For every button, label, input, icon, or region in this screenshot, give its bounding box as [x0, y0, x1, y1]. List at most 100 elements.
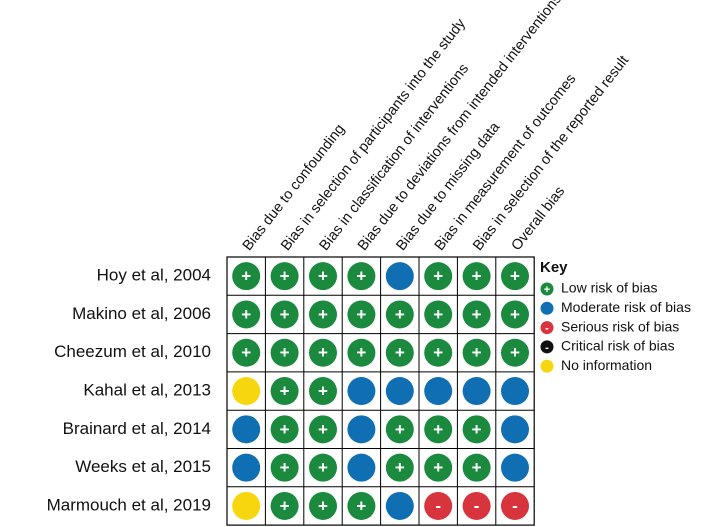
judgment	[232, 300, 261, 329]
judgment-symbol: -	[512, 496, 518, 515]
judgment	[232, 415, 261, 444]
judgment-symbol: +	[318, 382, 328, 401]
key-label: No information	[561, 357, 652, 373]
key-swatch	[540, 321, 554, 335]
judgment	[501, 491, 529, 520]
judgment-symbol: +	[356, 496, 366, 515]
judgment	[347, 415, 376, 444]
judgment	[347, 491, 376, 520]
judgment-symbol: +	[241, 267, 251, 286]
judgment-symbol: +	[241, 343, 251, 362]
key-swatch	[540, 301, 554, 315]
judgment-symbol: +	[395, 420, 405, 439]
judgment	[501, 377, 529, 406]
judgment-symbol: +	[472, 343, 482, 362]
study-label: Brainard et al, 2014	[63, 419, 211, 438]
judgment-symbol: +	[241, 305, 251, 324]
judgment	[385, 300, 414, 329]
key-swatch-symbol: -	[545, 342, 549, 354]
judgment-symbol: +	[472, 420, 482, 439]
judgment	[501, 262, 529, 291]
judgment-symbol: +	[280, 382, 290, 401]
judgment-symbol: +	[433, 343, 443, 362]
study-label: Makino et al, 2006	[72, 304, 211, 323]
judgment	[424, 415, 453, 444]
judgment	[232, 453, 261, 482]
judgment	[462, 415, 491, 444]
judgment	[232, 338, 261, 367]
judgment-symbol: +	[472, 458, 482, 477]
judgment-symbol: +	[318, 343, 328, 362]
judgment	[270, 300, 299, 329]
judgment-symbol: +	[318, 420, 328, 439]
judgment-symbol: +	[280, 343, 290, 362]
judgment	[385, 262, 414, 291]
judgment	[462, 491, 491, 520]
key-title: Key	[540, 259, 568, 276]
judgment-symbol: +	[433, 420, 443, 439]
column-header: Bias in measurement of outcomes	[432, 71, 580, 254]
judgment-symbol: +	[395, 343, 405, 362]
judgment	[385, 491, 414, 520]
judgment	[462, 300, 491, 329]
judgment-symbol: +	[356, 343, 366, 362]
study-label: Marmouch et al, 2019	[47, 495, 211, 514]
key-label: Moderate risk of bias	[561, 299, 691, 315]
judgment	[462, 262, 491, 291]
judgment	[270, 377, 299, 406]
judgment-symbol: +	[280, 267, 290, 286]
judgment	[309, 300, 337, 329]
study-label: Weeks et al, 2015	[75, 457, 211, 476]
judgment	[309, 491, 337, 520]
judgment-symbol: +	[318, 305, 328, 324]
judgment	[424, 262, 453, 291]
judgment	[309, 262, 337, 291]
judgment	[347, 262, 376, 291]
judgment	[309, 377, 337, 406]
judgment-symbol: +	[318, 267, 328, 286]
judgment-symbol: +	[356, 267, 366, 286]
judgment	[270, 415, 299, 444]
judgment-symbol: +	[472, 267, 482, 286]
key-swatch-symbol: -	[545, 323, 549, 335]
judgment	[232, 262, 261, 291]
judgment	[347, 300, 376, 329]
judgment	[462, 377, 491, 406]
key-swatch-symbol: +	[544, 284, 550, 296]
judgment	[347, 453, 376, 482]
judgment-symbol: +	[433, 458, 443, 477]
judgment	[501, 453, 529, 482]
judgment	[232, 491, 261, 520]
study-label: Cheezum et al, 2010	[54, 342, 211, 361]
judgment	[424, 491, 453, 520]
judgment-symbol: +	[395, 458, 405, 477]
judgment	[501, 338, 529, 367]
judgment	[462, 338, 491, 367]
judgment-symbol: +	[395, 305, 405, 324]
judgment-symbol: +	[280, 458, 290, 477]
judgment	[347, 377, 376, 406]
key-label: Serious risk of bias	[561, 318, 679, 334]
judgment	[424, 300, 453, 329]
key-label: Critical risk of bias	[561, 338, 675, 354]
judgment	[270, 491, 299, 520]
judgment-symbol: +	[433, 267, 443, 286]
judgment	[385, 453, 414, 482]
judgment-symbol: +	[510, 343, 520, 362]
judgment	[309, 338, 337, 367]
judgment	[424, 338, 453, 367]
judgment	[270, 453, 299, 482]
judgment-symbol: +	[318, 458, 328, 477]
judgment	[270, 262, 299, 291]
judgment-symbol: +	[510, 267, 520, 286]
key-swatch	[540, 282, 554, 296]
judgment-symbol: -	[435, 496, 441, 515]
judgment	[501, 415, 529, 444]
judgment	[270, 338, 299, 367]
judgment	[309, 453, 337, 482]
judgment-symbol: +	[356, 305, 366, 324]
key-swatch	[540, 340, 554, 354]
judgment	[385, 338, 414, 367]
judgment-symbol: +	[472, 305, 482, 324]
